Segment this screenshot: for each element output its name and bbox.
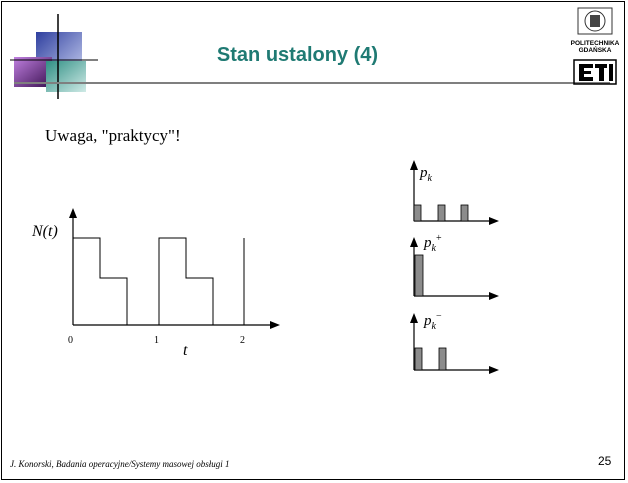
graph-main-curve: [73, 237, 214, 326]
graph-main: [69, 208, 280, 329]
graph-pk-plus-bar: [414, 254, 424, 297]
graph-main-tick-2: 2: [240, 335, 245, 346]
graph-main-y-label: N(t): [31, 223, 58, 240]
graph-pk-label: pk: [419, 165, 433, 184]
logo-line-1: POLITECHNIKA: [570, 40, 620, 47]
graph-pk-minus-label: pk−: [423, 311, 442, 332]
graph-pk-minus-bar: [438, 347, 447, 371]
page-number: 25: [598, 454, 612, 468]
graph-pk-plus: [410, 237, 499, 300]
graph-pk-plus-label: pk+: [423, 233, 442, 254]
graph-main-tick-1: 1: [154, 335, 159, 346]
title-underline: [14, 82, 610, 84]
graph-main-x-label: t: [183, 342, 188, 359]
graph-pk-bar: [437, 204, 446, 222]
slide-footer: J. Konorski, Badania operacyjne/Systemy …: [10, 459, 230, 469]
deco-square-teal: [46, 61, 86, 92]
graph-pk-minus: [410, 313, 499, 374]
graph-pk-minus-bar: [414, 347, 423, 371]
logo-text: POLITECHNIKA GDAŃSKA: [566, 40, 624, 54]
logo-line-2: GDAŃSKA: [578, 47, 612, 54]
graph-pk: [410, 160, 499, 225]
slide-title: Stan ustalony (4): [216, 44, 379, 66]
graph-pk-bar: [413, 204, 422, 222]
slide-note: Uwaga, "praktycy"!: [45, 126, 181, 145]
university-logo: [573, 7, 617, 85]
graph-pk-bar: [460, 204, 469, 222]
graph-main-tick-0: 0: [68, 335, 73, 346]
